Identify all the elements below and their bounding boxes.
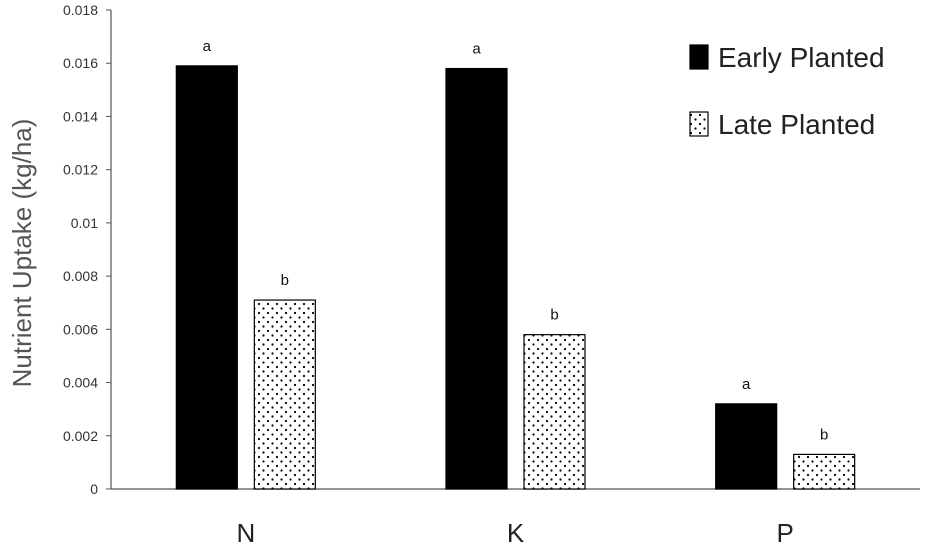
x-category-label: P (776, 518, 793, 548)
y-tick-label: 0.012 (63, 162, 98, 178)
x-category-label: N (236, 518, 255, 548)
y-tick-label: 0.002 (63, 428, 98, 444)
bar-n-early-planted (175, 65, 238, 490)
significance-label: b (820, 426, 828, 443)
significance-label: a (203, 38, 212, 55)
y-axis-title: Nutrient Uptake (kg/ha) (7, 119, 37, 388)
y-tick-label: 0.018 (63, 2, 98, 18)
bar-k-late-planted (523, 334, 586, 490)
labels-layer: a b Na b Ka b P (203, 38, 829, 548)
y-tick-label: 0.008 (63, 268, 98, 284)
bars-layer (175, 65, 856, 490)
significance-label: a (742, 376, 751, 393)
y-tick-label: 0.01 (71, 215, 98, 231)
legend-label: Early Planted (718, 42, 885, 73)
significance-label: b (281, 272, 289, 289)
axes-layer: 0 0.002 0.004 0.006 0.008 0.01 0.012 0.014 0.016… (63, 2, 920, 497)
bar-n-late-planted (253, 299, 316, 490)
y-tick-label: 0.004 (63, 375, 98, 391)
y-tick-label: 0 (90, 481, 98, 497)
bar-k-early-planted (445, 67, 508, 490)
legend-label: Late Planted (718, 109, 875, 140)
significance-label: a (472, 41, 481, 58)
legend-swatch (689, 111, 709, 137)
legend: Early Planted Late Planted (689, 42, 885, 140)
x-category-label: K (507, 518, 525, 548)
y-tick-label: 0.016 (63, 55, 98, 71)
bar-p-late-planted (793, 453, 856, 490)
significance-label: b (550, 307, 558, 324)
y-tick-label: 0.014 (63, 108, 98, 124)
y-tick-label: 0.006 (63, 321, 98, 337)
bar-p-early-planted (715, 403, 778, 490)
legend-swatch (689, 44, 709, 70)
